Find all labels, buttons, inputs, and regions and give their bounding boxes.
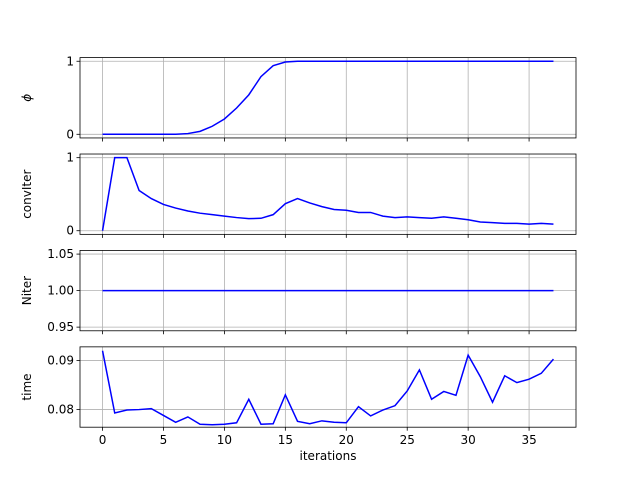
x-tick-label: 10 (217, 433, 232, 447)
y-tick-label: 0.95 (47, 320, 74, 334)
x-tick-label: 5 (160, 433, 168, 447)
y-tick-label: 1.05 (47, 247, 74, 261)
y-tick-label: 0.09 (47, 354, 74, 368)
axes-frame (79, 57, 577, 139)
axes-frame (79, 346, 577, 428)
axes-frame (79, 153, 577, 235)
y-tick-label: 0.08 (47, 403, 74, 417)
y-axis-label: convIter (20, 170, 34, 219)
y-tick-label: 1 (66, 151, 74, 165)
line (101, 156, 554, 231)
x-tick-label: 30 (461, 433, 476, 447)
y-tick-label: 1.00 (47, 284, 74, 298)
x-tick-label: 15 (278, 433, 293, 447)
x-tick-label: 25 (400, 433, 415, 447)
y-tick-label: 1 (66, 54, 74, 68)
y-tick-label: 0 (66, 127, 74, 141)
y-axis-label: ϕ (20, 94, 34, 102)
y-axis-label: Niter (20, 276, 34, 305)
y-tick-label: 0 (66, 224, 74, 238)
line (101, 350, 555, 426)
line (102, 60, 554, 136)
x-tick-label: 0 (99, 433, 107, 447)
y-axis-label: time (20, 373, 34, 400)
x-axis-label: iterations (300, 449, 357, 463)
axes-frame (79, 250, 577, 332)
x-tick-label: 20 (339, 433, 354, 447)
x-tick-label: 35 (521, 433, 536, 447)
